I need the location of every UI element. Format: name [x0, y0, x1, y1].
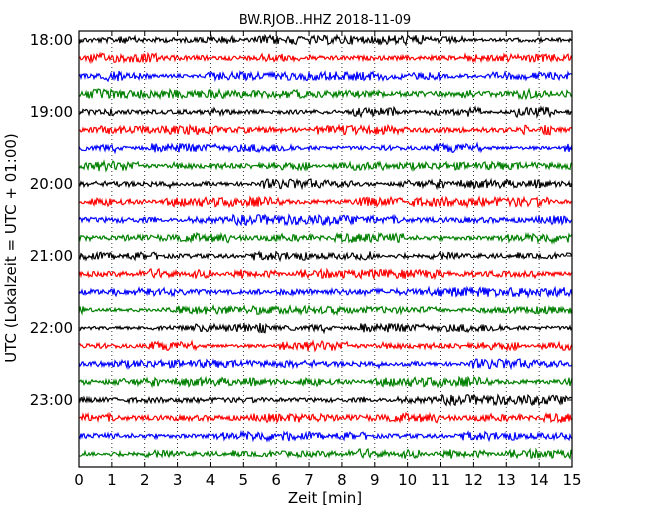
- y-axis-label: UTC (Lokalzeit = UTC + 01:00): [2, 133, 20, 363]
- y-tick-label: 20:00: [30, 175, 73, 193]
- seismic-trace: [78, 267, 573, 281]
- x-tick-label: 12: [464, 471, 483, 489]
- x-axis-label: Zeit [min]: [288, 489, 362, 507]
- x-tick-label: 7: [304, 471, 314, 489]
- seismic-trace: [78, 285, 573, 299]
- x-tick-label: 1: [107, 471, 117, 489]
- x-tick-label: 2: [140, 471, 150, 489]
- seismic-trace: [78, 429, 573, 443]
- seismic-trace: [78, 87, 573, 101]
- x-tick-label: 3: [173, 471, 183, 489]
- seismic-trace: [78, 213, 573, 227]
- seismic-trace: [78, 231, 573, 245]
- x-tick-label: 11: [431, 471, 450, 489]
- x-tick-label: 9: [370, 471, 380, 489]
- seismic-trace: [78, 33, 573, 47]
- x-tick-label: 10: [398, 471, 417, 489]
- seismic-trace: [78, 375, 573, 389]
- x-tick-label: 5: [239, 471, 249, 489]
- seismic-trace: [78, 105, 573, 119]
- x-tick-label: 6: [271, 471, 281, 489]
- y-tick-label: 21:00: [30, 247, 73, 265]
- plot-frame: [78, 30, 573, 468]
- seismic-trace: [78, 141, 573, 155]
- y-tick-label: 19:00: [30, 103, 73, 121]
- seismic-trace: [78, 177, 573, 191]
- x-tick-label: 4: [206, 471, 216, 489]
- grid: [111, 31, 540, 467]
- seismic-trace: [78, 357, 573, 371]
- x-tick-label: 14: [530, 471, 549, 489]
- x-ticks: 0 1 2 3 4 5 6 7 8 9 10 11 12 13 14 15: [74, 31, 582, 489]
- seismic-trace: [78, 322, 573, 335]
- seismic-trace: [78, 393, 573, 407]
- seismic-trace: [78, 250, 573, 263]
- seismic-trace: [78, 339, 573, 353]
- y-tick-label: 22:00: [30, 319, 73, 337]
- y-tick-label: 18:00: [30, 31, 73, 49]
- seismic-trace: [78, 123, 573, 136]
- x-tick-label: 13: [497, 471, 516, 489]
- traces: [78, 33, 573, 460]
- seismic-trace: [78, 159, 573, 173]
- y-ticks: 18:00 19:00 20:00 21:00 22:00 23:00: [30, 31, 572, 409]
- seismic-trace: [78, 411, 573, 424]
- seismic-trace: [78, 69, 573, 83]
- seismic-trace: [78, 195, 573, 209]
- chart-title: BW.RJOB..HHZ 2018-11-09: [239, 13, 411, 28]
- seismic-trace: [78, 304, 573, 317]
- x-tick-label: 8: [337, 471, 347, 489]
- x-tick-label: 0: [74, 471, 84, 489]
- y-tick-label: 23:00: [30, 391, 73, 409]
- seismic-trace: [78, 447, 573, 460]
- seismic-trace: [78, 51, 573, 65]
- x-tick-label: 15: [562, 471, 581, 489]
